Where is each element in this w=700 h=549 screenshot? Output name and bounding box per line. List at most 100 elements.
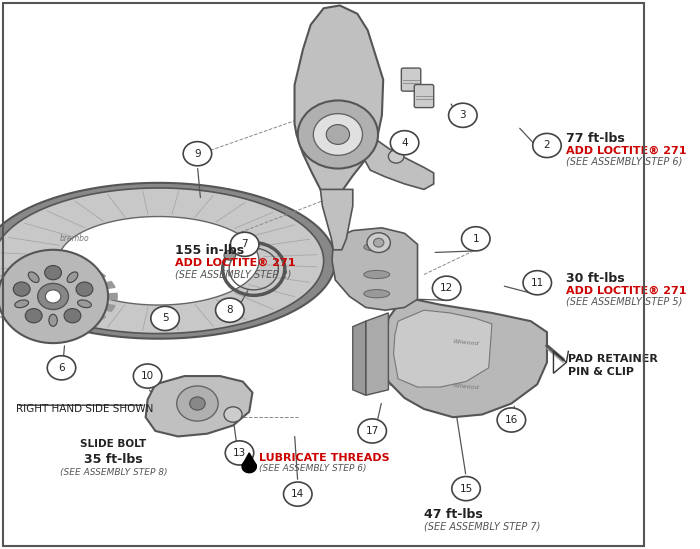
Circle shape	[133, 364, 162, 388]
Circle shape	[48, 356, 76, 380]
Text: 35 ft-lbs: 35 ft-lbs	[84, 453, 143, 466]
Polygon shape	[16, 321, 30, 328]
Circle shape	[326, 125, 349, 144]
Polygon shape	[146, 376, 253, 436]
Circle shape	[314, 114, 363, 155]
Circle shape	[224, 250, 236, 260]
Text: 47 ft-lbs: 47 ft-lbs	[424, 508, 483, 521]
Circle shape	[176, 386, 218, 421]
Circle shape	[190, 397, 205, 410]
Text: SLIDE BOLT: SLIDE BOLT	[80, 439, 146, 449]
Circle shape	[45, 266, 62, 280]
Circle shape	[0, 250, 108, 343]
Polygon shape	[0, 188, 323, 334]
Text: (SEE ASSEMBLY STEP 7): (SEE ASSEMBLY STEP 7)	[424, 522, 540, 531]
Text: 30 ft-lbs: 30 ft-lbs	[566, 272, 625, 285]
Polygon shape	[103, 304, 115, 311]
Text: (SEE ASSEMBLY STEP 8): (SEE ASSEMBLY STEP 8)	[60, 468, 167, 477]
Polygon shape	[332, 228, 417, 310]
Circle shape	[367, 233, 391, 253]
Circle shape	[46, 290, 61, 303]
Text: 9: 9	[194, 149, 201, 159]
Text: 15: 15	[459, 484, 473, 494]
Text: RIGHT HAND SIDE SHOWN: RIGHT HAND SIDE SHOWN	[16, 404, 153, 413]
Text: 77 ft-lbs: 77 ft-lbs	[566, 132, 625, 145]
Polygon shape	[295, 5, 383, 200]
Polygon shape	[76, 321, 90, 328]
Polygon shape	[242, 461, 256, 473]
Text: 12: 12	[440, 283, 454, 293]
Text: (SEE ASSEMBLY STEP 2): (SEE ASSEMBLY STEP 2)	[175, 269, 291, 279]
Circle shape	[298, 100, 378, 169]
Polygon shape	[92, 314, 106, 322]
Polygon shape	[58, 216, 259, 305]
Circle shape	[224, 407, 242, 422]
Polygon shape	[58, 261, 70, 267]
Circle shape	[449, 103, 477, 127]
Circle shape	[284, 482, 312, 506]
Circle shape	[461, 227, 490, 251]
Ellipse shape	[67, 272, 78, 283]
Ellipse shape	[49, 314, 57, 326]
Ellipse shape	[15, 300, 29, 307]
Text: 2: 2	[544, 141, 550, 150]
Circle shape	[64, 309, 81, 323]
Polygon shape	[353, 321, 365, 395]
Text: ADD LOCTITE® 271: ADD LOCTITE® 271	[566, 145, 687, 155]
Polygon shape	[58, 326, 70, 332]
Circle shape	[497, 408, 526, 432]
Text: 13: 13	[233, 448, 246, 458]
Text: Wilwood: Wilwood	[453, 383, 480, 391]
Text: 14: 14	[291, 489, 304, 499]
Circle shape	[225, 441, 253, 465]
Circle shape	[150, 306, 179, 330]
Text: 3: 3	[459, 110, 466, 120]
Polygon shape	[36, 326, 48, 332]
Ellipse shape	[364, 290, 390, 298]
Text: 8: 8	[227, 305, 233, 315]
Circle shape	[183, 142, 211, 166]
Text: Wilwood: Wilwood	[453, 339, 480, 347]
Text: 4: 4	[401, 138, 408, 148]
Text: 10: 10	[141, 371, 154, 381]
Polygon shape	[1, 314, 14, 322]
Ellipse shape	[78, 300, 92, 307]
Polygon shape	[393, 310, 492, 387]
Polygon shape	[0, 304, 4, 311]
Circle shape	[533, 133, 561, 158]
Polygon shape	[92, 271, 106, 279]
Text: LUBRICATE THREADS: LUBRICATE THREADS	[259, 453, 389, 463]
Text: 6: 6	[58, 363, 65, 373]
Polygon shape	[1, 271, 14, 279]
Text: PIN & CLIP: PIN & CLIP	[568, 367, 634, 377]
Polygon shape	[36, 261, 48, 267]
Circle shape	[38, 283, 69, 310]
Polygon shape	[76, 265, 90, 272]
Circle shape	[13, 282, 30, 296]
Circle shape	[25, 309, 42, 323]
Ellipse shape	[364, 270, 390, 279]
FancyBboxPatch shape	[414, 85, 434, 108]
Ellipse shape	[28, 272, 39, 283]
Circle shape	[389, 150, 404, 163]
Circle shape	[358, 419, 386, 443]
Text: (SEE ASSEMBLY STEP 6): (SEE ASSEMBLY STEP 6)	[566, 156, 682, 167]
Text: brembo: brembo	[60, 234, 90, 243]
Text: (SEE ASSEMBLY STEP 6): (SEE ASSEMBLY STEP 6)	[259, 464, 366, 473]
Circle shape	[76, 282, 93, 296]
Polygon shape	[321, 189, 353, 250]
Text: 5: 5	[162, 313, 169, 323]
Polygon shape	[0, 183, 335, 339]
Text: 155 in-lbs: 155 in-lbs	[175, 244, 244, 257]
Polygon shape	[361, 140, 434, 189]
Polygon shape	[365, 313, 389, 395]
Polygon shape	[242, 453, 256, 466]
Circle shape	[391, 131, 419, 155]
Polygon shape	[385, 299, 547, 417]
Text: 16: 16	[505, 415, 518, 425]
Circle shape	[523, 271, 552, 295]
Text: 7: 7	[241, 239, 248, 249]
Circle shape	[452, 477, 480, 501]
Text: (SEE ASSEMBLY STEP 5): (SEE ASSEMBLY STEP 5)	[566, 296, 682, 307]
Text: 11: 11	[531, 278, 544, 288]
